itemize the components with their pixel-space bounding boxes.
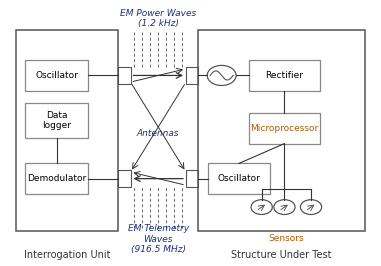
Text: Oscillator: Oscillator bbox=[218, 174, 260, 183]
Text: Interrogation Unit: Interrogation Unit bbox=[24, 250, 110, 260]
Bar bbox=[249, 60, 320, 91]
Bar bbox=[186, 170, 198, 187]
Bar bbox=[118, 67, 131, 84]
Bar bbox=[198, 30, 365, 231]
Bar bbox=[26, 163, 88, 194]
Text: Demodulator: Demodulator bbox=[27, 174, 86, 183]
Bar bbox=[26, 60, 88, 91]
Bar bbox=[26, 103, 88, 138]
Bar bbox=[186, 67, 198, 84]
Text: Rectifier: Rectifier bbox=[266, 71, 303, 80]
Text: Microprocessor: Microprocessor bbox=[250, 124, 319, 133]
Text: Sensors: Sensors bbox=[268, 234, 304, 243]
Bar bbox=[16, 30, 118, 231]
Text: Structure Under Test: Structure Under Test bbox=[231, 250, 332, 260]
Bar bbox=[208, 163, 270, 194]
Text: EM Power Waves
(1.2 kHz): EM Power Waves (1.2 kHz) bbox=[120, 9, 196, 28]
Text: Oscillator: Oscillator bbox=[35, 71, 78, 80]
Text: Antennas: Antennas bbox=[137, 128, 179, 138]
Text: Data
logger: Data logger bbox=[42, 111, 71, 130]
Bar bbox=[249, 113, 320, 144]
Text: EM Telemetry
Waves
(916.5 MHz): EM Telemetry Waves (916.5 MHz) bbox=[128, 224, 189, 254]
Bar bbox=[118, 170, 131, 187]
